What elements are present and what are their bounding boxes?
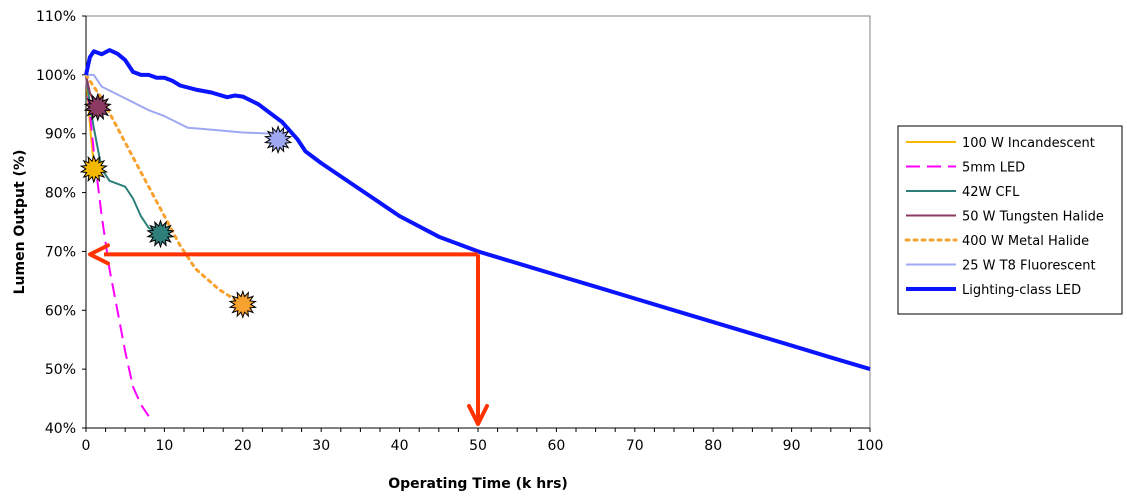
x-axis-title: Operating Time (k hrs) [388,476,568,492]
annotation-arrows [88,243,489,426]
tick-labels: 0 10 20 30 40 50 60 70 80 90 100 40% 50% 60% 70% 80% 90%… [36,9,883,454]
x-tick-label: 70 [626,438,644,454]
legend: 100 W Incandescent 5mm LED 42W CFL 50 W Tun… [897,125,1123,315]
end-marker-2 [146,219,175,249]
end-marker-3 [83,92,112,122]
series-line-5 [86,73,283,141]
legend-label-4: 400 W Metal Halide [962,234,1089,249]
end-marker-4 [228,289,258,319]
y-tick-label: 40% [45,421,76,437]
y-axis-title: Lumen Output (%) [12,150,28,295]
x-tick-label: 10 [155,438,173,454]
y-tick-label: 90% [45,127,76,143]
arrow-vertical-head [467,404,489,426]
legend-box [897,125,1123,315]
x-tick-label: 90 [783,438,801,454]
y-tick-label: 80% [45,186,76,202]
x-tick-label: 60 [547,438,565,454]
x-tick-label: 50 [469,438,487,454]
series-line-4 [84,73,245,306]
series-line-6 [84,48,871,372]
x-tick-label: 40 [391,438,409,454]
series-line-1 [85,74,150,417]
x-tick-label: 100 [857,438,884,454]
legend-label-6: Lighting-class LED [962,283,1081,298]
y-tick-label: 100% [36,68,76,84]
arrow-horizontal-head [88,243,110,266]
legend-label-2: 42W CFL [962,185,1020,200]
y-tick-label: 50% [45,362,76,378]
x-tick-label: 30 [312,438,330,454]
legend-label-3: 50 W Tungsten Halide [962,210,1104,225]
end-marker-0 [79,154,109,184]
x-tick-label: 80 [704,438,722,454]
legend-label-5: 25 W T8 Fluorescent [962,259,1096,274]
end-markers [79,92,293,319]
series-group [84,48,871,417]
x-tick-label: 20 [234,438,252,454]
y-tick-label: 70% [45,244,76,260]
legend-label-1: 5mm LED [962,161,1025,176]
y-tick-label: 110% [36,9,76,25]
legend-label-0: 100 W Incandescent [962,136,1095,151]
series-line-2 [85,74,161,235]
x-tick-label: 0 [82,438,91,454]
end-marker-5 [263,125,293,155]
y-tick-label: 60% [45,303,76,319]
